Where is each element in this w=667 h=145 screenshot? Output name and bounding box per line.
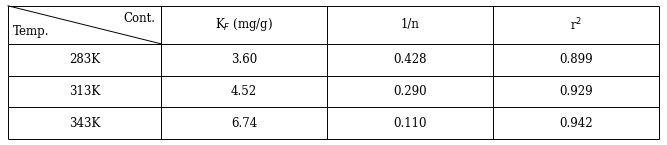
Text: Cont.: Cont.: [123, 12, 155, 25]
Text: 4.52: 4.52: [231, 85, 257, 98]
Text: 283K: 283K: [69, 53, 100, 66]
Text: 1/n: 1/n: [401, 18, 420, 31]
Text: K$_F$ (mg/g): K$_F$ (mg/g): [215, 16, 273, 33]
Text: 343K: 343K: [69, 117, 100, 130]
Text: 0.290: 0.290: [393, 85, 427, 98]
Text: 0.110: 0.110: [394, 117, 427, 130]
Text: 0.929: 0.929: [559, 85, 593, 98]
Text: Temp.: Temp.: [13, 25, 50, 38]
Text: 3.60: 3.60: [231, 53, 257, 66]
Text: 0.899: 0.899: [559, 53, 593, 66]
Text: r$^2$: r$^2$: [570, 17, 582, 33]
Text: 6.74: 6.74: [231, 117, 257, 130]
Text: 0.428: 0.428: [394, 53, 427, 66]
Text: 0.942: 0.942: [559, 117, 593, 130]
Text: 313K: 313K: [69, 85, 100, 98]
